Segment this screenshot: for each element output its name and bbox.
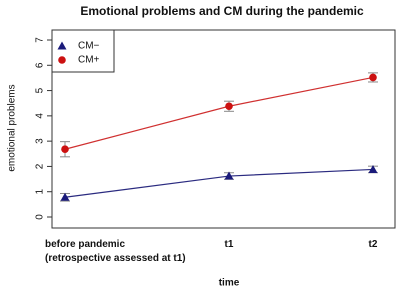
legend-label: CM+ [78,55,100,66]
x-axis-label: time [219,278,240,289]
chart-title: Emotional problems and CM during the pan… [80,4,364,18]
point [225,102,233,111]
y-tick-label: 7 [35,37,46,43]
y-tick-label: 4 [35,113,46,119]
x-tick-label: before pandemic (retrospective assessed … [45,239,186,264]
y-tick-label: 3 [35,138,46,144]
point [224,171,234,180]
legend-marker [57,41,67,50]
series-line [64,76,374,150]
plot-frame [51,29,396,229]
point [368,164,378,173]
y-tick-label: 5 [35,87,46,93]
y-tick-label: 6 [35,62,46,68]
legend-box [51,29,115,73]
y-tick-label: 1 [35,188,46,194]
legend-label: CM− [78,41,100,52]
point [61,145,69,154]
point [60,192,70,201]
y-tick-label: 0 [35,214,46,220]
x-tick-label: t2 [368,239,378,250]
point [369,73,377,82]
legend-marker [58,56,66,64]
series-line [64,168,374,198]
y-axis-label: emotional problems [7,84,18,171]
x-tick-label: t1 [224,239,234,250]
y-tick-label: 2 [35,163,46,169]
